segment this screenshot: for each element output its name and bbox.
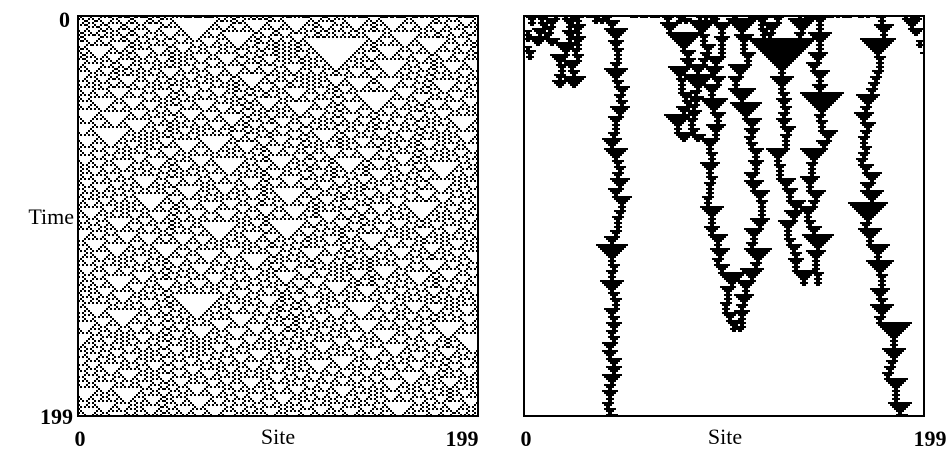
x-start-label: 0	[75, 426, 86, 451]
x-axis-label: Site	[708, 424, 742, 449]
x-end-label: 199	[446, 426, 479, 451]
x-axis-label: Site	[261, 424, 295, 449]
y-axis-label: Time	[28, 204, 74, 229]
x-end-label: 199	[914, 426, 947, 451]
y-bottom-label: 199	[40, 404, 73, 429]
filtered-pattern	[524, 16, 924, 416]
y-top-label: 0	[59, 7, 70, 32]
x-start-label: 0	[521, 426, 532, 451]
right-frame	[523, 15, 925, 417]
space-time-pattern	[78, 16, 478, 416]
